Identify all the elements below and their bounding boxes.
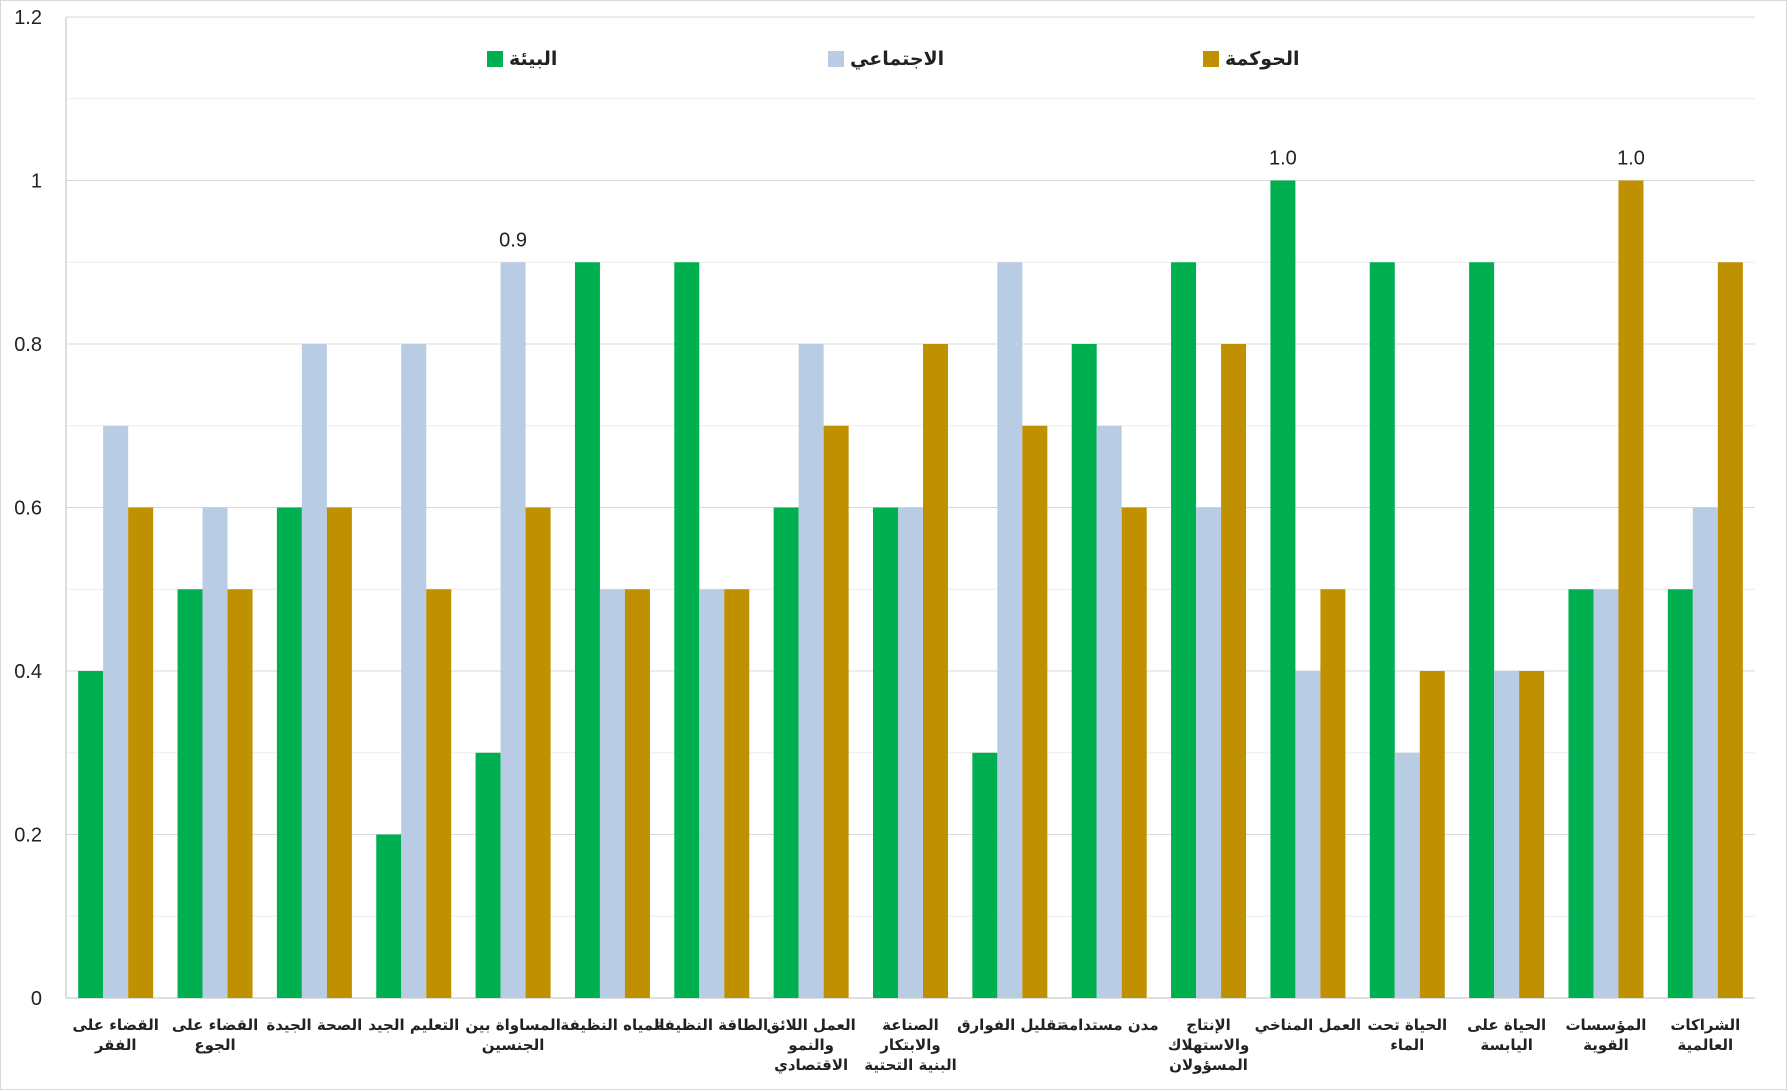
data-label: 1.0 [1269, 148, 1297, 170]
legend-swatch [487, 51, 503, 67]
bar [972, 752, 998, 998]
category-label: القضاء على الفقر [72, 1016, 158, 1054]
bar [699, 589, 725, 998]
bar [376, 834, 402, 998]
category-label: الحياة تحت الماء [1367, 1016, 1447, 1054]
legend: البيئة الاجتماعي الحوكمة [487, 48, 1300, 70]
bar [227, 589, 253, 998]
y-tick-label: 0 [31, 988, 42, 1010]
bar [525, 507, 551, 998]
category-label: الصناعة والابتكار البنية التحتية [864, 1016, 957, 1074]
data-labels: 0.9 1.0 1.0 [499, 148, 1645, 252]
category-label: الشراكات العالمية [1670, 1016, 1740, 1054]
bar [1692, 507, 1718, 998]
bar [923, 344, 948, 998]
y-tick-label: 0.6 [14, 498, 42, 520]
data-label: 0.9 [499, 229, 527, 251]
bar [426, 589, 452, 998]
bar [202, 507, 228, 998]
bar [1519, 671, 1545, 998]
bar [475, 752, 501, 998]
bar [1096, 425, 1122, 998]
bar [78, 671, 104, 998]
y-tick-label: 0.8 [14, 334, 42, 356]
legend-label: البيئة [509, 48, 557, 70]
bar [898, 507, 923, 998]
bar [798, 344, 824, 998]
bar [128, 507, 154, 998]
bar [1071, 344, 1097, 998]
category-label: القضاء على الجوع [172, 1016, 258, 1054]
category-label: الطاقة النظيفة [655, 1016, 768, 1034]
bar [1369, 262, 1395, 998]
category-labels: القضاء على الفقر القضاء على الجوع الصحة الجي… [72, 1016, 1740, 1075]
category-label: المؤسسات القوية [1565, 1016, 1646, 1054]
bar [500, 262, 526, 998]
category-label: التعليم الجيد [368, 1016, 459, 1034]
y-tick-label: 1.2 [14, 7, 42, 29]
category-label: الصحة الجيدة [266, 1016, 362, 1034]
legend-label: الاجتماعي [850, 48, 944, 70]
bar [1593, 589, 1619, 998]
bar [1171, 262, 1197, 998]
bar [823, 425, 849, 998]
category-label: العمل اللائق والنمو الاقتصادي [767, 1016, 856, 1075]
data-label: 1.0 [1617, 148, 1645, 170]
y-tick-label: 0.4 [14, 661, 42, 683]
bar [624, 589, 650, 998]
bar [276, 507, 302, 998]
bar [1618, 180, 1644, 998]
bar [326, 507, 352, 998]
bar [1022, 425, 1048, 998]
category-label: الحياة على اليابسة [1467, 1016, 1546, 1054]
category-label: تقليل الفوارق [957, 1016, 1062, 1034]
bar [1494, 671, 1520, 998]
category-label: الإنتاج والاستهلاك المسؤولان [1168, 1016, 1250, 1074]
bar [599, 589, 625, 998]
bar [873, 507, 898, 998]
bar [1568, 589, 1594, 998]
category-label: المياه النظيفة [560, 1016, 664, 1034]
bar [1295, 671, 1321, 998]
bar [773, 507, 799, 998]
bar [574, 262, 600, 998]
bar [301, 344, 327, 998]
bar [1121, 507, 1147, 998]
bar [1221, 344, 1247, 998]
category-label: العمل المناخي [1255, 1016, 1361, 1034]
bar [1717, 262, 1743, 998]
y-tick-label: 0.2 [14, 825, 42, 847]
bar [724, 589, 750, 998]
bar [1394, 752, 1420, 998]
bar [103, 425, 129, 998]
bar [401, 344, 427, 998]
bars [78, 180, 1743, 998]
category-label: المساواة بين الجنسين [465, 1016, 561, 1054]
bar [1419, 671, 1445, 998]
legend-label: الحوكمة [1225, 48, 1300, 70]
legend-swatch [1203, 51, 1219, 67]
bar [1469, 262, 1495, 998]
y-tick-label: 1 [31, 171, 42, 193]
category-label: مدن مستدامة [1060, 1016, 1159, 1034]
bar [1667, 589, 1693, 998]
bar [177, 589, 203, 998]
bar [1320, 589, 1346, 998]
bar [674, 262, 700, 998]
legend-swatch [828, 51, 844, 67]
bar [1196, 507, 1222, 998]
bar [1270, 180, 1296, 998]
bar [997, 262, 1023, 998]
